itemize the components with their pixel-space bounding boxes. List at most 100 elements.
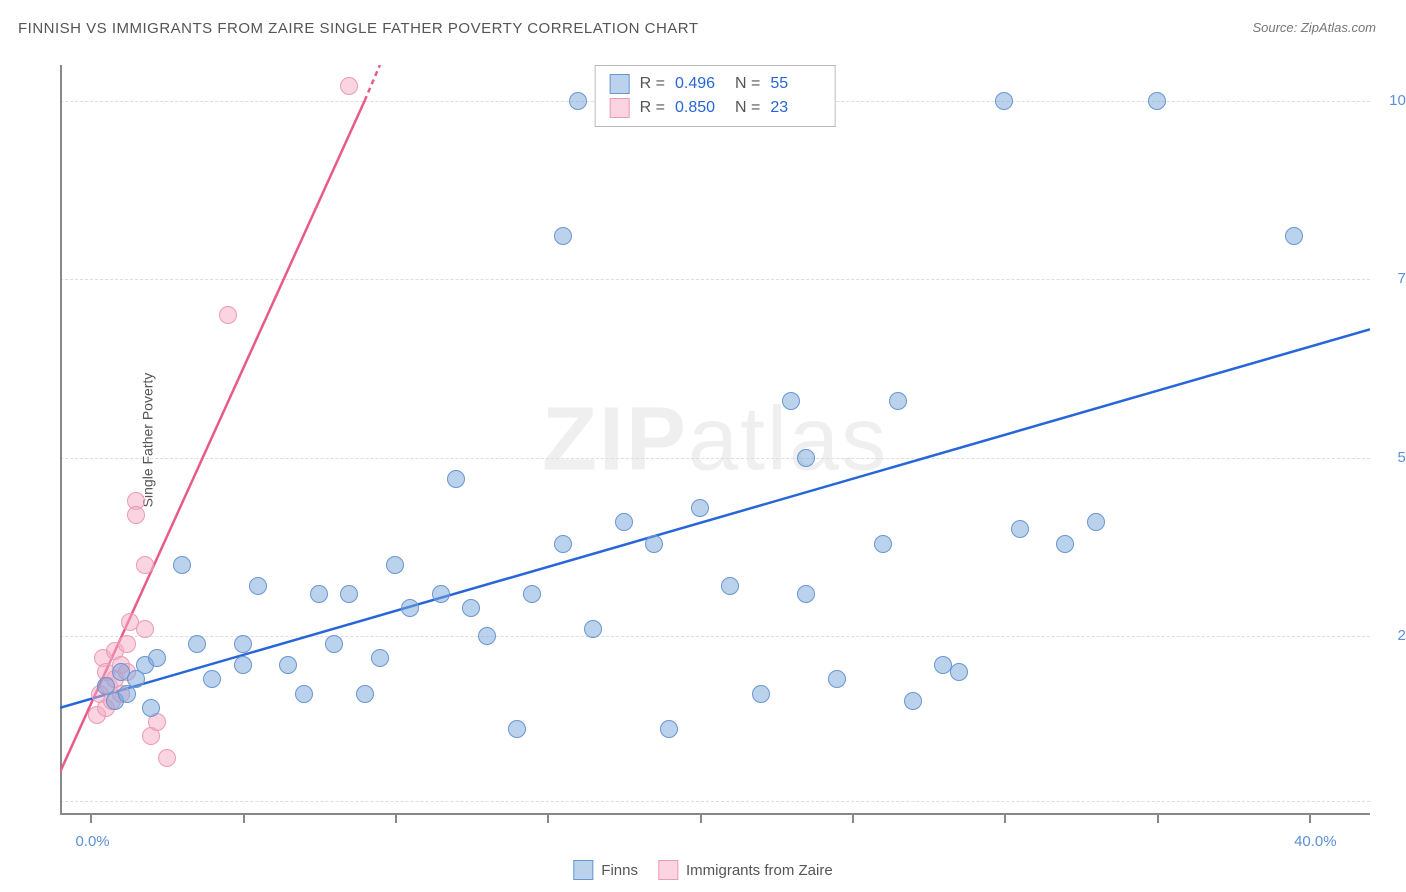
data-point <box>249 577 267 595</box>
x-tick <box>243 815 245 823</box>
data-point <box>356 685 374 703</box>
data-point <box>386 556 404 574</box>
r-value-pink: 0.850 <box>675 99 725 117</box>
data-point <box>142 699 160 717</box>
gridline <box>60 279 1370 280</box>
data-point <box>523 585 541 603</box>
data-point <box>173 556 191 574</box>
data-point <box>118 635 136 653</box>
data-point <box>569 92 587 110</box>
data-point <box>188 635 206 653</box>
swatch-pink-icon <box>658 860 678 880</box>
swatch-blue-icon <box>573 860 593 880</box>
data-point <box>148 649 166 667</box>
y-axis-line <box>60 65 62 815</box>
data-point <box>797 585 815 603</box>
data-point <box>615 513 633 531</box>
y-tick-label: 100.0% <box>1380 92 1406 109</box>
data-point <box>279 656 297 674</box>
data-point <box>136 556 154 574</box>
data-point <box>127 506 145 524</box>
data-point <box>401 599 419 617</box>
n-label: N = <box>735 75 760 93</box>
data-point <box>1285 227 1303 245</box>
data-point <box>447 470 465 488</box>
data-point <box>554 535 572 553</box>
data-point <box>371 649 389 667</box>
data-point <box>325 635 343 653</box>
data-point <box>478 627 496 645</box>
swatch-pink-icon <box>610 98 630 118</box>
data-point <box>136 620 154 638</box>
data-point <box>752 685 770 703</box>
stats-legend-box: R = 0.496 N = 55 R = 0.850 N = 23 <box>595 65 836 127</box>
data-point <box>234 656 252 674</box>
data-point <box>1087 513 1105 531</box>
y-tick-label: 75.0% <box>1380 270 1406 287</box>
r-label: R = <box>640 75 665 93</box>
y-tick-label: 50.0% <box>1380 449 1406 466</box>
x-tick <box>1309 815 1311 823</box>
legend-item-finns: Finns <box>573 860 638 880</box>
data-point <box>158 749 176 767</box>
legend-bottom: Finns Immigrants from Zaire <box>573 860 832 880</box>
x-tick <box>1004 815 1006 823</box>
legend-label-zaire: Immigrants from Zaire <box>686 862 833 879</box>
data-point <box>295 685 313 703</box>
chart-title: FINNISH VS IMMIGRANTS FROM ZAIRE SINGLE … <box>18 20 699 37</box>
data-point <box>203 670 221 688</box>
x-tick-label: 40.0% <box>1294 833 1337 850</box>
data-point <box>782 392 800 410</box>
watermark-bold: ZIP <box>542 390 688 490</box>
data-point <box>219 306 237 324</box>
data-point <box>874 535 892 553</box>
data-point <box>995 92 1013 110</box>
x-tick <box>700 815 702 823</box>
data-point <box>904 692 922 710</box>
data-point <box>797 449 815 467</box>
r-value-blue: 0.496 <box>675 75 725 93</box>
trend-lines <box>60 65 1370 815</box>
x-tick <box>852 815 854 823</box>
gridline <box>60 801 1370 802</box>
data-point <box>645 535 663 553</box>
data-point <box>508 720 526 738</box>
data-point <box>584 620 602 638</box>
data-point <box>432 585 450 603</box>
y-axis-label: Single Father Poverty <box>139 373 155 508</box>
data-point <box>1148 92 1166 110</box>
source-attribution: Source: ZipAtlas.com <box>1252 20 1376 35</box>
data-point <box>340 585 358 603</box>
legend-item-zaire: Immigrants from Zaire <box>658 860 833 880</box>
stats-row-blue: R = 0.496 N = 55 <box>610 72 821 96</box>
n-value-pink: 23 <box>770 99 820 117</box>
x-tick <box>1157 815 1159 823</box>
x-tick-label: 0.0% <box>75 833 109 850</box>
data-point <box>340 77 358 95</box>
gridline <box>60 458 1370 459</box>
gridline <box>60 636 1370 637</box>
data-point <box>950 663 968 681</box>
data-point <box>1056 535 1074 553</box>
stats-row-pink: R = 0.850 N = 23 <box>610 96 821 120</box>
x-tick <box>395 815 397 823</box>
n-value-blue: 55 <box>770 75 820 93</box>
data-point <box>234 635 252 653</box>
y-tick-label: 25.0% <box>1380 627 1406 644</box>
data-point <box>462 599 480 617</box>
data-point <box>828 670 846 688</box>
data-point <box>691 499 709 517</box>
watermark: ZIPatlas <box>542 389 888 492</box>
data-point <box>1011 520 1029 538</box>
legend-label-finns: Finns <box>601 862 638 879</box>
data-point <box>889 392 907 410</box>
data-point <box>660 720 678 738</box>
x-tick <box>547 815 549 823</box>
x-tick <box>90 815 92 823</box>
data-point <box>554 227 572 245</box>
swatch-blue-icon <box>610 74 630 94</box>
n-label: N = <box>735 99 760 117</box>
data-point <box>310 585 328 603</box>
x-axis-line <box>60 813 1370 815</box>
plot-area: Single Father Poverty ZIPatlas 25.0%50.0… <box>60 65 1370 815</box>
